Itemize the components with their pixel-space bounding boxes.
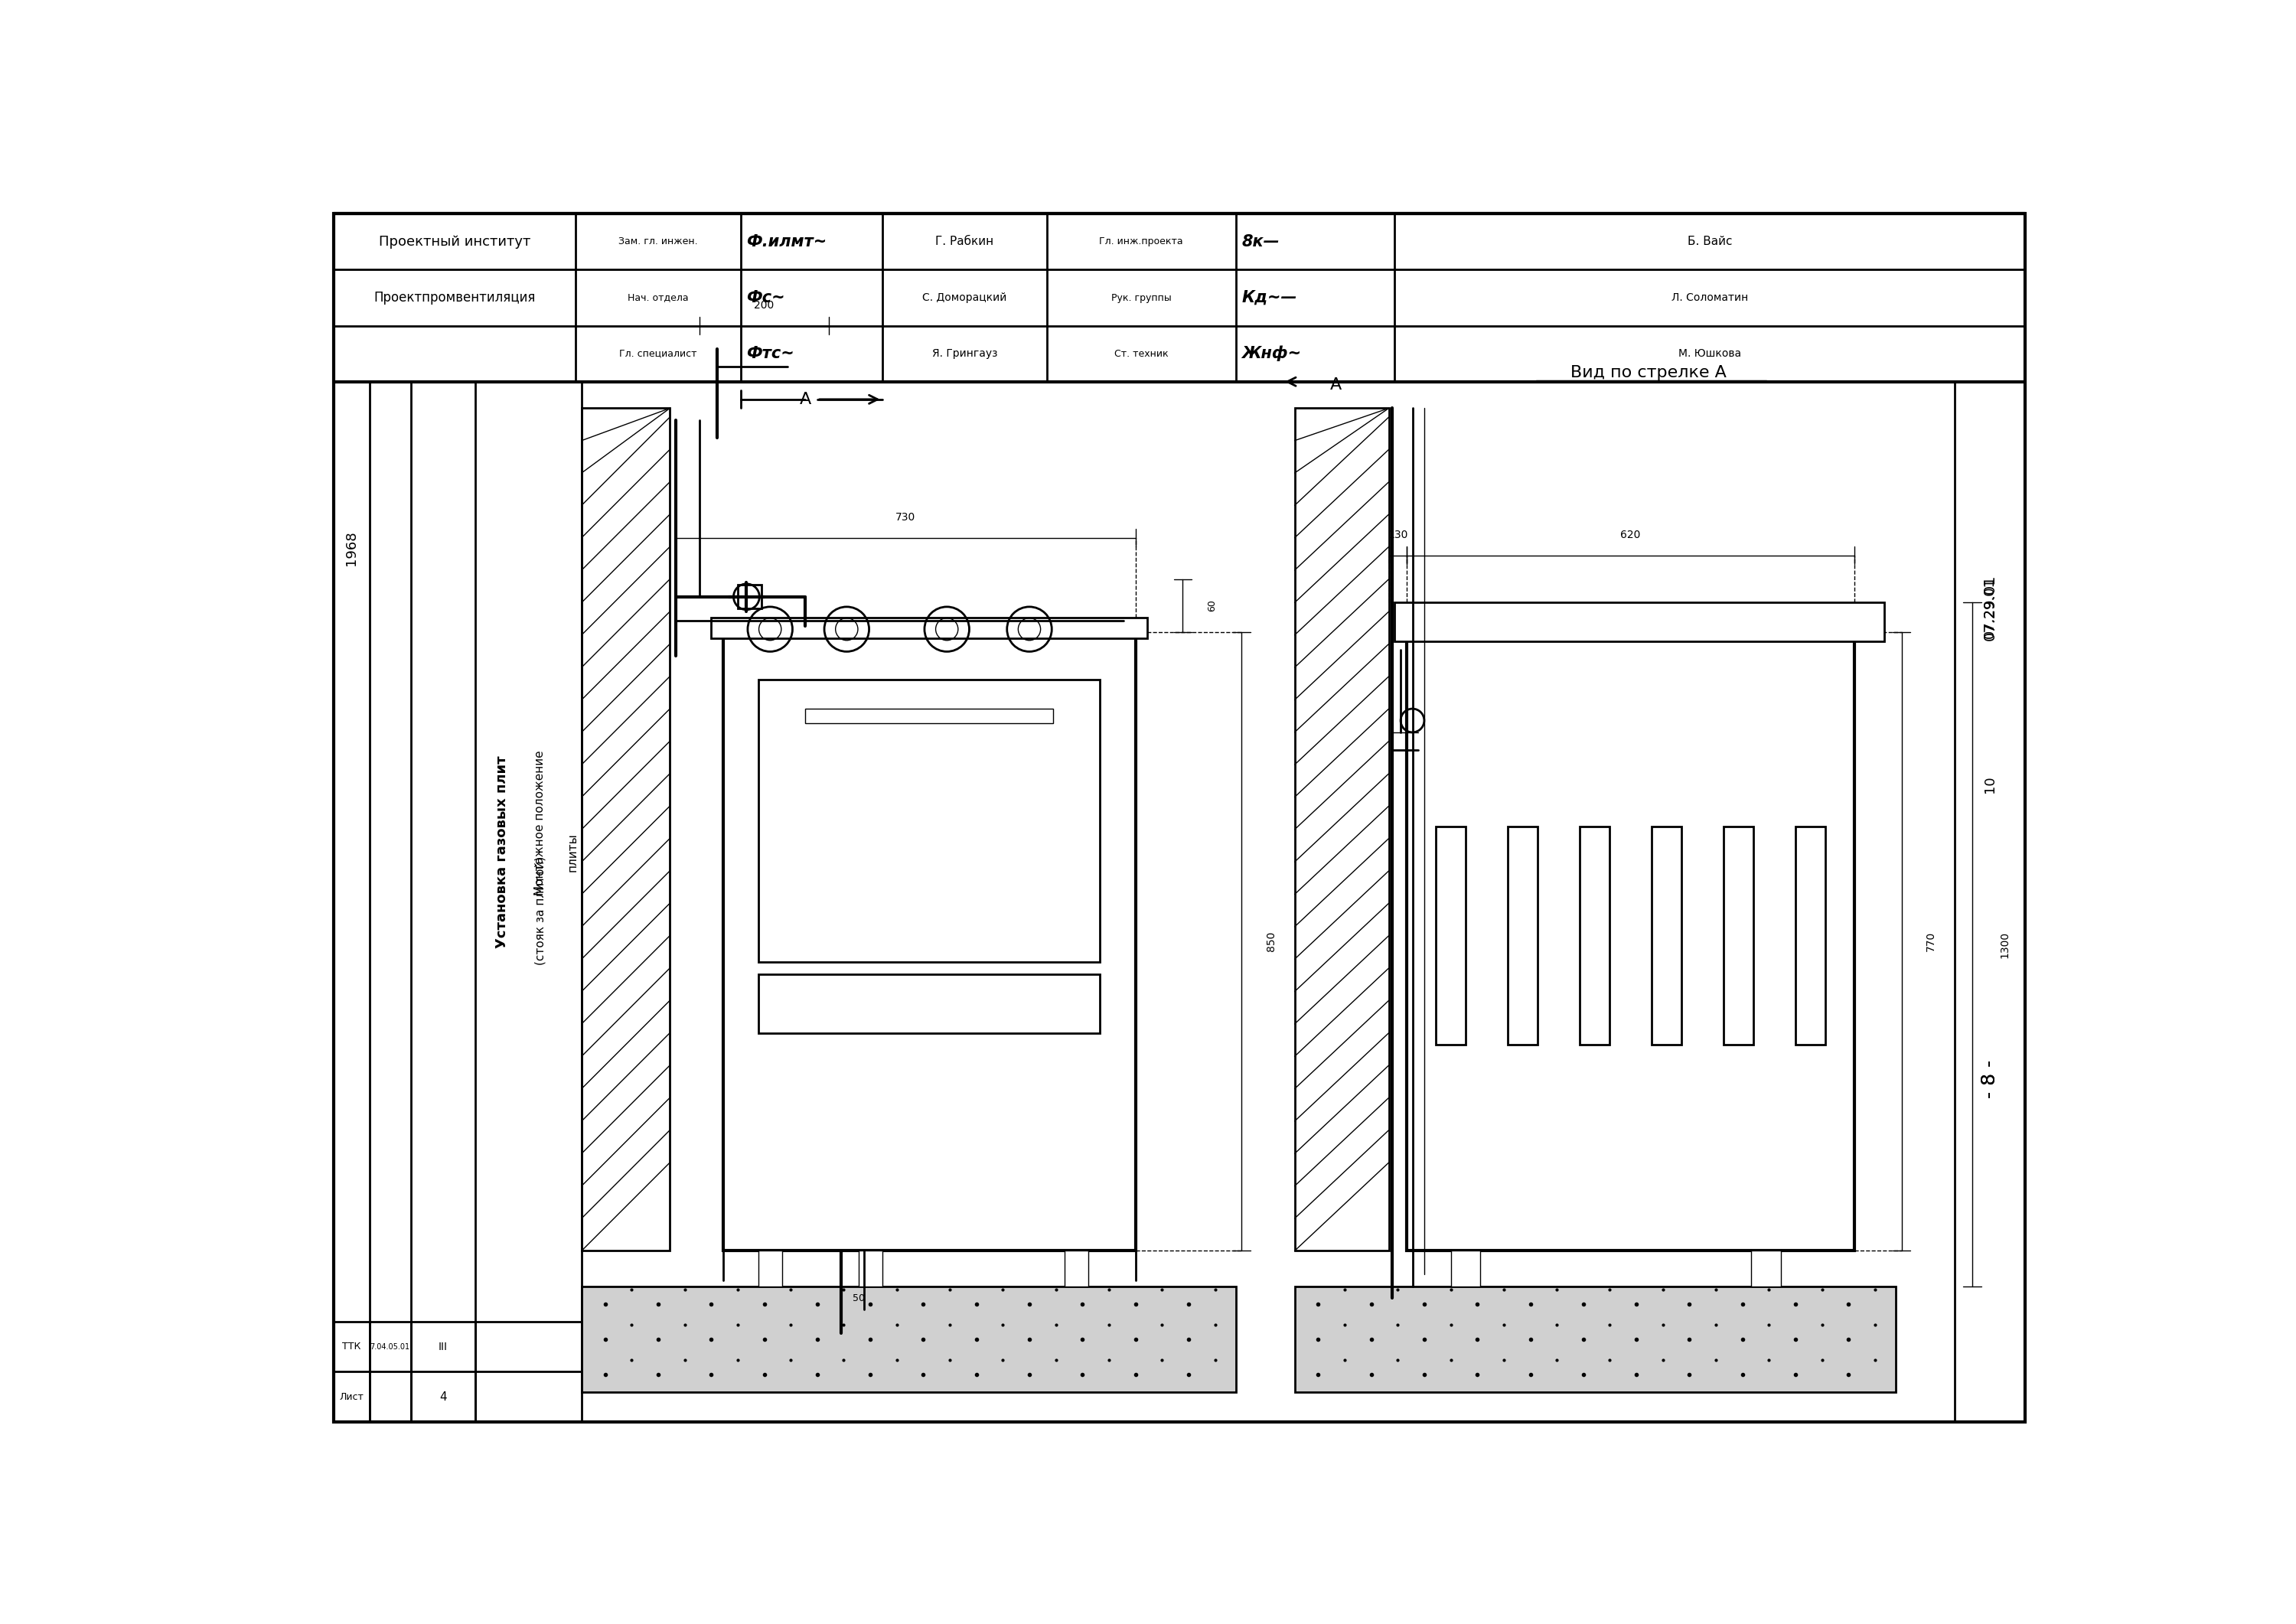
Text: 730: 730 [895, 512, 916, 523]
Text: А: А [799, 391, 810, 408]
Text: 850: 850 [1265, 932, 1277, 952]
Bar [712, 617, 1148, 638]
Text: 200: 200 [753, 300, 774, 310]
Text: 770: 770 [1926, 932, 1936, 952]
Text: (стояк за плитой): (стояк за плитой) [535, 856, 546, 965]
Text: Я. Грингауз: Я. Грингауз [932, 348, 996, 359]
Text: Монтажное положение: Монтажное положение [535, 750, 546, 895]
Text: 130: 130 [1387, 529, 1407, 541]
Text: плиты: плиты [567, 833, 579, 872]
Bar [737, 585, 762, 609]
Text: Проектный институт: Проектный институт [379, 235, 530, 248]
Bar [581, 408, 670, 1250]
Bar [1795, 827, 1825, 1044]
Text: Нач. отдела: Нач. отдела [627, 292, 689, 302]
Text: 7.04.05.01: 7.04.05.01 [370, 1343, 411, 1351]
Bar [758, 974, 1100, 1033]
Text: Фтс~: Фтс~ [746, 346, 794, 362]
Text: 1968: 1968 [344, 531, 358, 565]
Text: ТТК: ТТК [342, 1341, 360, 1351]
Text: Жнф~: Жнф~ [1242, 346, 1302, 362]
Bar [1407, 632, 1855, 1250]
Text: 07.29.01: 07.29.01 [1984, 575, 1998, 640]
Text: 50: 50 [852, 1293, 866, 1302]
Text: 620: 620 [1621, 529, 1642, 541]
Bar [758, 1250, 783, 1286]
Text: Фс~: Фс~ [746, 291, 785, 305]
Text: А: А [1329, 377, 1341, 393]
Bar [1651, 827, 1681, 1044]
Text: 10: 10 [1984, 776, 1998, 793]
Bar [1295, 1286, 1896, 1392]
Text: - 8 -: - 8 - [1981, 1059, 2000, 1098]
Bar [1752, 1250, 1782, 1286]
Text: Гл. инж.проекта: Гл. инж.проекта [1100, 237, 1182, 247]
Text: Г. Рабкин: Г. Рабкин [934, 235, 994, 247]
Text: Проектпромвентиляция: Проектпромвентиляция [374, 291, 535, 305]
Text: Зам. гл. инжен.: Зам. гл. инжен. [618, 237, 698, 247]
Bar [581, 1286, 1235, 1392]
Bar [1508, 827, 1538, 1044]
Text: М. Юшкова: М. Юшкова [1678, 348, 1740, 359]
Text: Ст. техник: Ст. техник [1114, 349, 1169, 359]
Bar [758, 679, 1100, 961]
Bar [1065, 1250, 1088, 1286]
Text: 4: 4 [439, 1392, 448, 1403]
Bar [1435, 827, 1465, 1044]
Text: Установка газовых плит: Установка газовых плит [496, 755, 510, 948]
Text: 60: 60 [1208, 599, 1217, 612]
Text: С. Доморацкий: С. Доморацкий [923, 292, 1006, 304]
Bar [1724, 827, 1754, 1044]
Bar [859, 1250, 882, 1286]
Text: Л. Соломатин: Л. Соломатин [1671, 292, 1747, 304]
Bar [1295, 408, 1389, 1250]
Text: Ф.илмт~: Ф.илмт~ [746, 234, 827, 250]
Text: Кд~—: Кд~— [1242, 291, 1297, 305]
Bar [806, 708, 1054, 723]
Bar [1580, 827, 1609, 1044]
Text: Рук. группы: Рук. группы [1111, 292, 1171, 302]
Bar [723, 632, 1137, 1250]
Text: III: III [439, 1341, 448, 1353]
Text: Б. Вайс: Б. Вайс [1688, 235, 1733, 247]
Text: Гл. специалист: Гл. специалист [620, 349, 698, 359]
Text: 8к—: 8к— [1242, 234, 1279, 250]
Text: 07.29.01: 07.29.01 [1984, 577, 1998, 638]
Bar [1394, 603, 1883, 641]
Bar [1451, 1250, 1481, 1286]
Text: - 8 -: - 8 - [1981, 1059, 2000, 1098]
Text: Вид по стрелке А: Вид по стрелке А [1570, 365, 1727, 380]
Text: 1300: 1300 [2000, 931, 2009, 958]
Text: Лист: Лист [340, 1392, 363, 1402]
